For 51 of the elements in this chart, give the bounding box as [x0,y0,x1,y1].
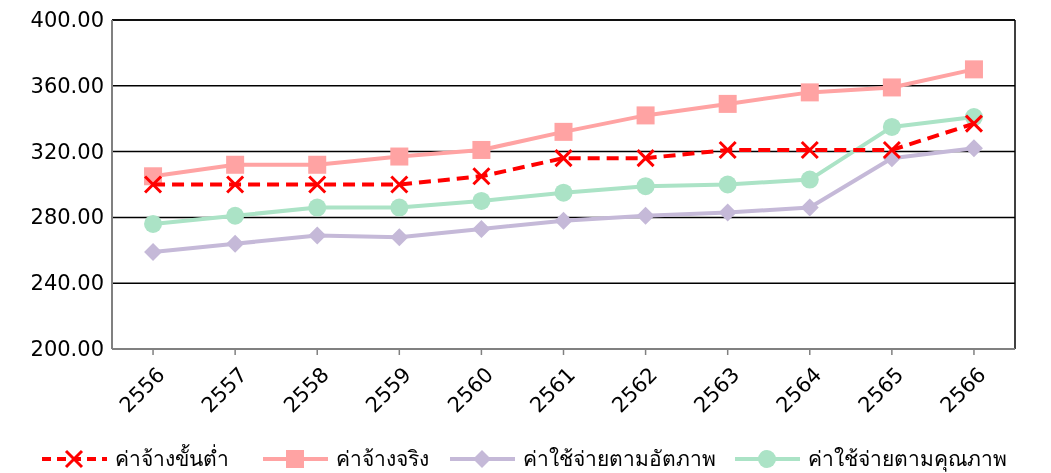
point [226,234,245,253]
ytick: 280.00 [30,205,104,230]
point [800,198,819,217]
point [882,140,902,160]
point [964,114,984,134]
point [882,78,901,97]
point [636,177,655,196]
point [964,139,983,158]
point [226,206,245,225]
point [718,140,738,160]
point [554,183,573,202]
point [225,175,245,194]
ytick: 360.00 [30,73,104,98]
ytick: 240.00 [30,271,104,296]
point [308,155,327,174]
point [800,140,820,160]
point [390,228,409,247]
point [718,203,737,222]
point [472,219,491,238]
point [636,206,655,225]
point [718,175,737,194]
ytick: 320.00 [30,139,104,164]
point [390,147,409,166]
point [882,117,901,136]
point [800,170,819,189]
point [390,198,409,217]
point [964,60,983,79]
point [471,166,491,186]
point [308,198,327,217]
point [554,211,573,230]
point [472,140,491,159]
point [143,175,163,194]
point [636,148,656,168]
point [472,191,491,210]
point [636,106,655,125]
point [308,226,327,245]
legend-label: ค่าจ้างจริง [336,447,429,471]
point [144,214,163,233]
point [144,242,163,261]
point [800,83,819,102]
point [554,148,573,168]
point [307,175,327,194]
legend-label: ค่าใช้จ่ายตามอัตภาพ [523,447,716,471]
point [554,122,573,141]
point [226,155,245,174]
legend-label: ค่าใช้จ่ายตามคุณภาพ [808,447,1007,472]
point [718,94,737,113]
ytick: 400.00 [30,8,104,32]
ytick: 200.00 [30,337,104,361]
point [389,175,409,194]
legend-label: ค่าจ้างขั้นต่ำ [115,444,229,471]
